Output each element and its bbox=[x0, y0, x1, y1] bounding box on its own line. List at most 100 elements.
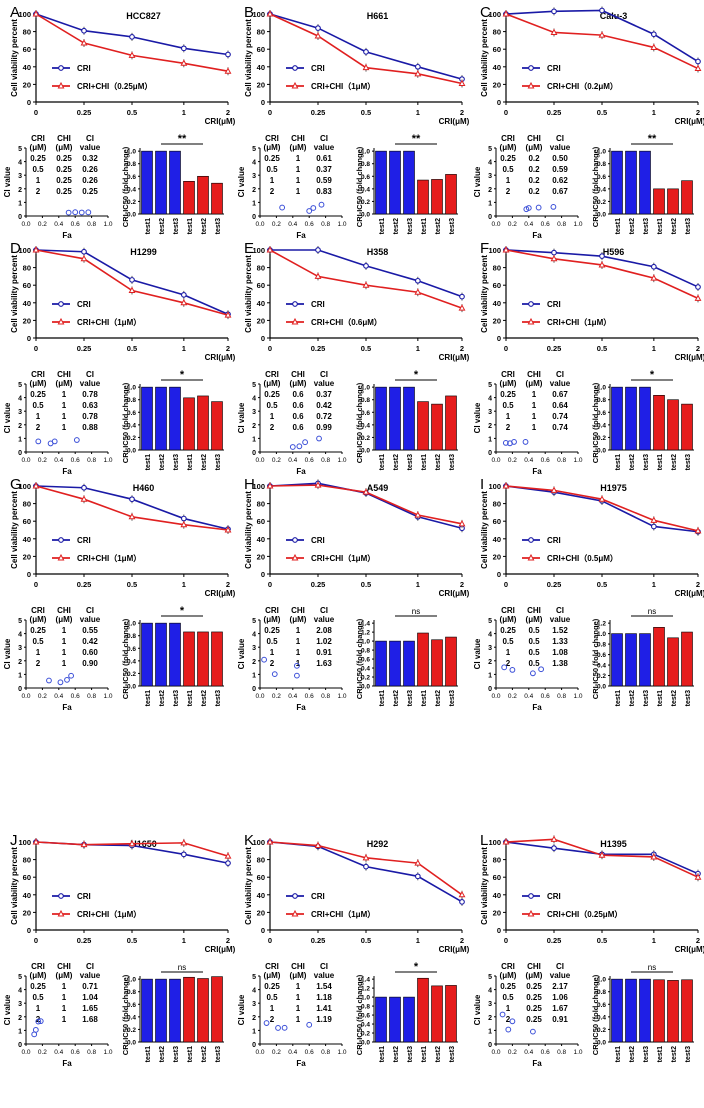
y-tick-label: 0 bbox=[497, 334, 501, 343]
x-tick-label: 0.5 bbox=[597, 580, 607, 589]
ci-table-header: (μM) bbox=[56, 379, 73, 388]
bar-y-tick-label: 1.0 bbox=[361, 995, 370, 1002]
ci-table-header: CI bbox=[556, 962, 564, 971]
x-tick-label: 0.5 bbox=[597, 936, 607, 945]
panel-letter: L bbox=[480, 832, 488, 849]
ci-y-tick-label: 3 bbox=[18, 409, 22, 416]
bar-y-tick-label: 1.2 bbox=[361, 630, 370, 637]
legend-label-cri: CRI bbox=[547, 300, 561, 309]
ci-x-tick-label: 0.6 bbox=[71, 693, 80, 700]
ci-y-tick-label: 3 bbox=[252, 409, 256, 416]
ci-table-cell: 0.25 bbox=[56, 187, 72, 196]
bar-category-label: test3 bbox=[685, 690, 692, 706]
ci-x-tick-label: 0.0 bbox=[491, 693, 500, 700]
x-axis-label: CRI(μM) bbox=[439, 589, 470, 598]
bar-combo bbox=[417, 179, 429, 215]
ci-table-cell: 0.78 bbox=[82, 390, 98, 399]
ci-table-header: (μM) bbox=[500, 971, 517, 980]
y-tick-label: 20 bbox=[23, 316, 31, 325]
ci-table-cell: 0.25 bbox=[526, 982, 542, 991]
fa-axis-label: Fa bbox=[296, 231, 306, 240]
ci-y-tick-label: 4 bbox=[252, 632, 256, 639]
y-tick-label: 20 bbox=[257, 552, 265, 561]
ci-table-header: (μM) bbox=[30, 615, 47, 624]
bar-cri bbox=[611, 978, 623, 1043]
legend-label-cri: CRI bbox=[547, 892, 561, 901]
legend-marker-combo bbox=[57, 909, 65, 917]
data-point-cri bbox=[315, 247, 321, 253]
bar-y-tick-label: 0.6 bbox=[361, 410, 370, 417]
legend-label-cri: CRI bbox=[311, 892, 325, 901]
bar-category-label: test1 bbox=[615, 218, 622, 234]
panel-title: H1975 bbox=[600, 483, 627, 493]
bar-combo bbox=[667, 188, 679, 215]
ci-table-cell: 0.25 bbox=[56, 154, 72, 163]
data-point-combo bbox=[362, 488, 370, 495]
ci-y-tick-label: 4 bbox=[18, 988, 22, 995]
ci-table-cell: 1 bbox=[36, 648, 41, 657]
bar-category-label: test1 bbox=[379, 1046, 386, 1062]
bar-y-tick-label: 0.2 bbox=[127, 199, 136, 206]
y-tick-label: 20 bbox=[257, 908, 265, 917]
x-tick-label: 0.5 bbox=[127, 580, 137, 589]
bar-combo bbox=[667, 637, 679, 687]
y-tick-label: 80 bbox=[493, 856, 501, 865]
bar-combo bbox=[431, 985, 443, 1043]
ci-x-tick-label: 1.0 bbox=[573, 221, 582, 228]
bar-combo bbox=[653, 188, 665, 215]
ci-y-tick-label: 0 bbox=[488, 450, 492, 457]
ci-x-tick-label: 0.2 bbox=[272, 1049, 281, 1056]
bar-y-tick-label: 1.4 bbox=[361, 621, 370, 628]
ci-point bbox=[294, 672, 300, 679]
ci-table-header: (μM) bbox=[526, 615, 543, 624]
y-tick-label: 100 bbox=[252, 10, 265, 19]
ci-x-tick-label: 0.4 bbox=[524, 1049, 533, 1056]
bar-y-tick-label: 0.0 bbox=[361, 684, 370, 691]
x-tick-label: 0.25 bbox=[77, 580, 92, 589]
ci-table-cell: 0.5 bbox=[32, 637, 44, 646]
ci-x-tick-label: 0.6 bbox=[305, 693, 314, 700]
ci-x-tick-label: 0.4 bbox=[288, 457, 297, 464]
ci-table-cell: 1 bbox=[506, 176, 511, 185]
bar-category-label: test1 bbox=[187, 454, 194, 470]
ci-table-header: CRI bbox=[501, 134, 515, 143]
ci-table-cell: 2 bbox=[270, 423, 275, 432]
ci-point bbox=[32, 1026, 39, 1033]
x-tick-label: 0.25 bbox=[547, 936, 562, 945]
bar-cri bbox=[375, 996, 387, 1043]
bar-combo bbox=[653, 627, 665, 687]
ci-y-tick-label: 0 bbox=[18, 450, 22, 457]
bar-y-axis-label: CRI-IC50 (fold change) bbox=[355, 382, 364, 463]
bar-cri bbox=[639, 633, 651, 687]
bar-y-tick-label: 0.2 bbox=[127, 435, 136, 442]
bar-cri bbox=[611, 150, 623, 215]
bar-category-label: test2 bbox=[201, 218, 208, 234]
y-tick-label: 100 bbox=[18, 246, 31, 255]
ci-y-tick-label: 2 bbox=[252, 187, 256, 194]
x-tick-label: 0 bbox=[504, 936, 508, 945]
data-point-cri bbox=[129, 34, 135, 40]
bar-combo bbox=[211, 401, 223, 451]
ci-table-header: CHI bbox=[57, 606, 71, 615]
y-axis-label: Cell viability percent bbox=[480, 255, 489, 333]
panel-title: H661 bbox=[367, 11, 389, 21]
ci-point bbox=[535, 204, 542, 211]
significance-label: ns bbox=[412, 607, 420, 616]
ci-y-tick-label: 3 bbox=[252, 1001, 256, 1008]
ci-table-cell: 0.26 bbox=[82, 176, 98, 185]
ci-table-header: (μM) bbox=[264, 379, 281, 388]
ci-table-cell: 0.42 bbox=[82, 637, 98, 646]
bar-cri bbox=[403, 640, 415, 687]
ci-y-tick-label: 0 bbox=[488, 214, 492, 221]
y-tick-label: 20 bbox=[257, 316, 265, 325]
legend-label-combo: CRI+CHI（1μM） bbox=[77, 317, 141, 327]
ci-table-cell: 2 bbox=[270, 187, 275, 196]
ci-table-header: CHI bbox=[527, 962, 541, 971]
ci-x-tick-label: 0.4 bbox=[54, 1049, 63, 1056]
bar-category-label: test1 bbox=[657, 690, 664, 706]
y-tick-label: 60 bbox=[23, 517, 31, 526]
x-tick-label: 0.25 bbox=[311, 580, 326, 589]
x-tick-label: 1 bbox=[416, 344, 420, 353]
